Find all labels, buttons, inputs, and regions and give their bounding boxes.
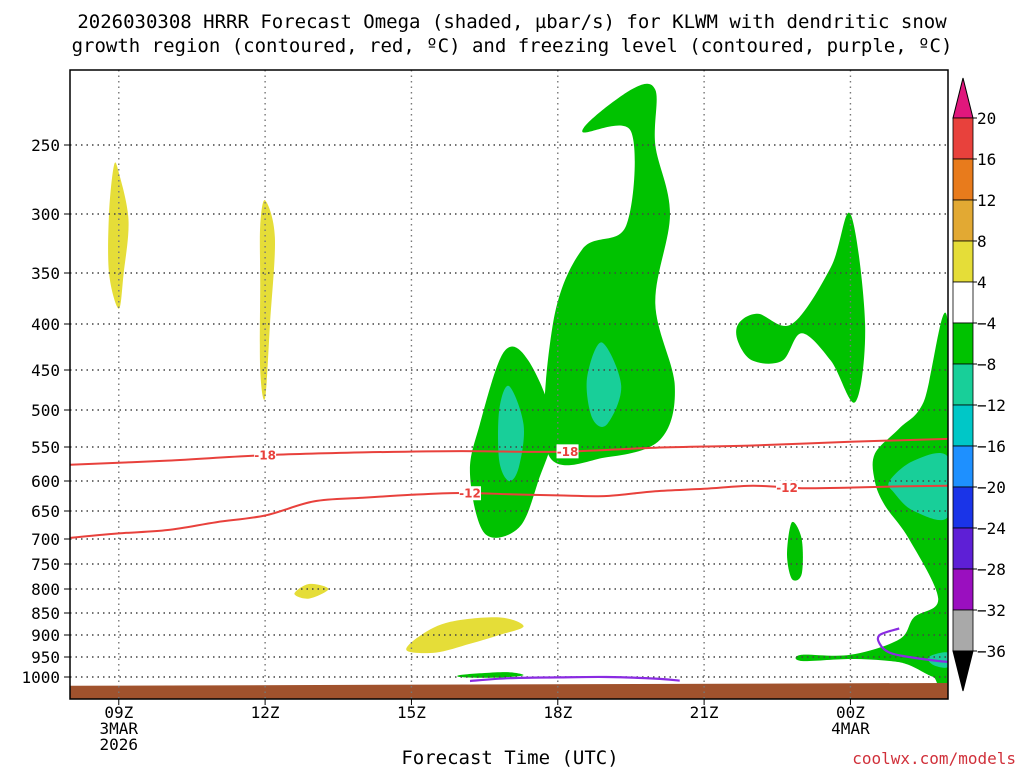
y-tick-label: 950 xyxy=(31,648,60,667)
contour-label-bg xyxy=(556,444,579,459)
contour-label: -12 xyxy=(776,481,798,495)
y-tick-label: 800 xyxy=(31,580,60,599)
ground-band xyxy=(70,683,948,699)
colorbar-label: −36 xyxy=(977,642,1006,661)
contour-line-2 xyxy=(70,484,948,539)
colorbar-bin xyxy=(952,363,974,406)
colorbar-label: −28 xyxy=(977,560,1006,579)
credit-text: coolwx.com/models xyxy=(852,749,1016,768)
colorbar-label: 12 xyxy=(977,191,996,210)
omega-region-3 xyxy=(294,583,329,599)
colorbar-label: −12 xyxy=(977,396,1006,415)
colorbar-label: 16 xyxy=(977,150,996,169)
y-axis-ticks: 250 300 350 400 450 500 550 600 650 700 750 800 850 9… xyxy=(21,136,70,687)
colorbar: 20 16 12 8 4 −4 −8 −12 −16 −20 −24 −28 −32 −36 xyxy=(952,77,1006,692)
colorbar-label: −8 xyxy=(977,355,996,374)
colorbar-bin xyxy=(952,281,974,324)
x-tick-label: 4MAR xyxy=(831,719,870,738)
y-tick-label: 550 xyxy=(31,438,60,457)
colorbar-bin xyxy=(952,117,974,160)
colorbar-bin xyxy=(952,527,974,570)
x-tick-label: 00Z xyxy=(836,703,865,722)
x-tick-label: 21Z xyxy=(690,703,719,722)
y-tick-label: 500 xyxy=(31,401,60,420)
omega-region-8 xyxy=(787,521,803,581)
x-axis-label: Forecast Time (UTC) xyxy=(401,747,618,768)
contour-line-1 xyxy=(70,437,948,466)
grid-layer xyxy=(70,70,948,699)
colorbar-bin xyxy=(952,486,974,529)
y-tick-label: 300 xyxy=(31,205,60,224)
x-tick-label: 12Z xyxy=(251,703,280,722)
y-tick-label: 900 xyxy=(31,626,60,645)
colorbar-bottom-cap xyxy=(952,650,974,692)
omega-region-7 xyxy=(736,212,866,403)
y-tick-label: 350 xyxy=(31,264,60,283)
chart-title-line-2: growth region (contoured, red, ºC) and f… xyxy=(72,35,953,57)
colorbar-label: −20 xyxy=(977,478,1006,497)
colorbar-label: −4 xyxy=(977,314,996,333)
colorbar-bin xyxy=(952,240,974,283)
colorbar-label: 4 xyxy=(977,273,987,292)
plot-frame xyxy=(69,69,949,700)
omega-region-4 xyxy=(406,617,524,654)
freezing-level-line-1 xyxy=(469,675,680,683)
contour-label: -18 xyxy=(254,449,276,463)
colorbar-label: −24 xyxy=(977,519,1006,538)
contour-label-bg xyxy=(254,448,277,463)
y-tick-label: 1000 xyxy=(21,668,60,687)
dendritic-contour-layer: -18 -18 -12 -12 xyxy=(70,437,948,539)
colorbar-top-cap xyxy=(952,77,974,119)
y-tick-label: 750 xyxy=(31,555,60,574)
chart-title-line-1: 2026030308 HRRR Forecast Omega (shaded, … xyxy=(77,11,947,33)
y-tick-label: 700 xyxy=(31,530,60,549)
x-tick-label: 09Z xyxy=(104,703,133,722)
contour-label: -12 xyxy=(459,487,481,501)
freezing-level-layer xyxy=(469,627,948,683)
contour-label-bg xyxy=(458,486,481,501)
colorbar-label: 20 xyxy=(977,109,996,128)
x-tick-label: 18Z xyxy=(543,703,572,722)
colorbar-bin xyxy=(952,199,974,242)
y-tick-label: 850 xyxy=(31,604,60,623)
y-tick-label: 450 xyxy=(31,361,60,380)
colorbar-bin xyxy=(952,568,974,611)
freezing-level-line-2 xyxy=(876,627,948,663)
colorbar-bin xyxy=(952,609,974,652)
colorbar-label: 8 xyxy=(977,232,987,251)
x-tick-label: 15Z xyxy=(397,703,426,722)
omega-region-10 xyxy=(457,672,524,678)
colorbar-bin xyxy=(952,445,974,488)
y-tick-label: 400 xyxy=(31,315,60,334)
omega-region-2 xyxy=(259,200,276,400)
colorbar-label: −16 xyxy=(977,437,1006,456)
plot-area: -18 -18 -12 -12 xyxy=(69,69,949,700)
y-tick-label: 600 xyxy=(31,472,60,491)
x-tick-label: 2026 xyxy=(100,735,139,754)
y-tick-label: 250 xyxy=(31,136,60,155)
y-tick-label: 650 xyxy=(31,502,60,521)
contour-label-bg xyxy=(776,480,799,495)
colorbar-bin xyxy=(952,322,974,365)
ground-layer xyxy=(70,683,948,699)
colorbar-bin xyxy=(952,404,974,447)
x-tick-label: 3MAR xyxy=(100,719,139,738)
omega-region-12 xyxy=(586,342,622,427)
colorbar-bin xyxy=(952,158,974,201)
contour-label: -18 xyxy=(557,445,579,459)
colorbar-label: −32 xyxy=(977,601,1006,620)
